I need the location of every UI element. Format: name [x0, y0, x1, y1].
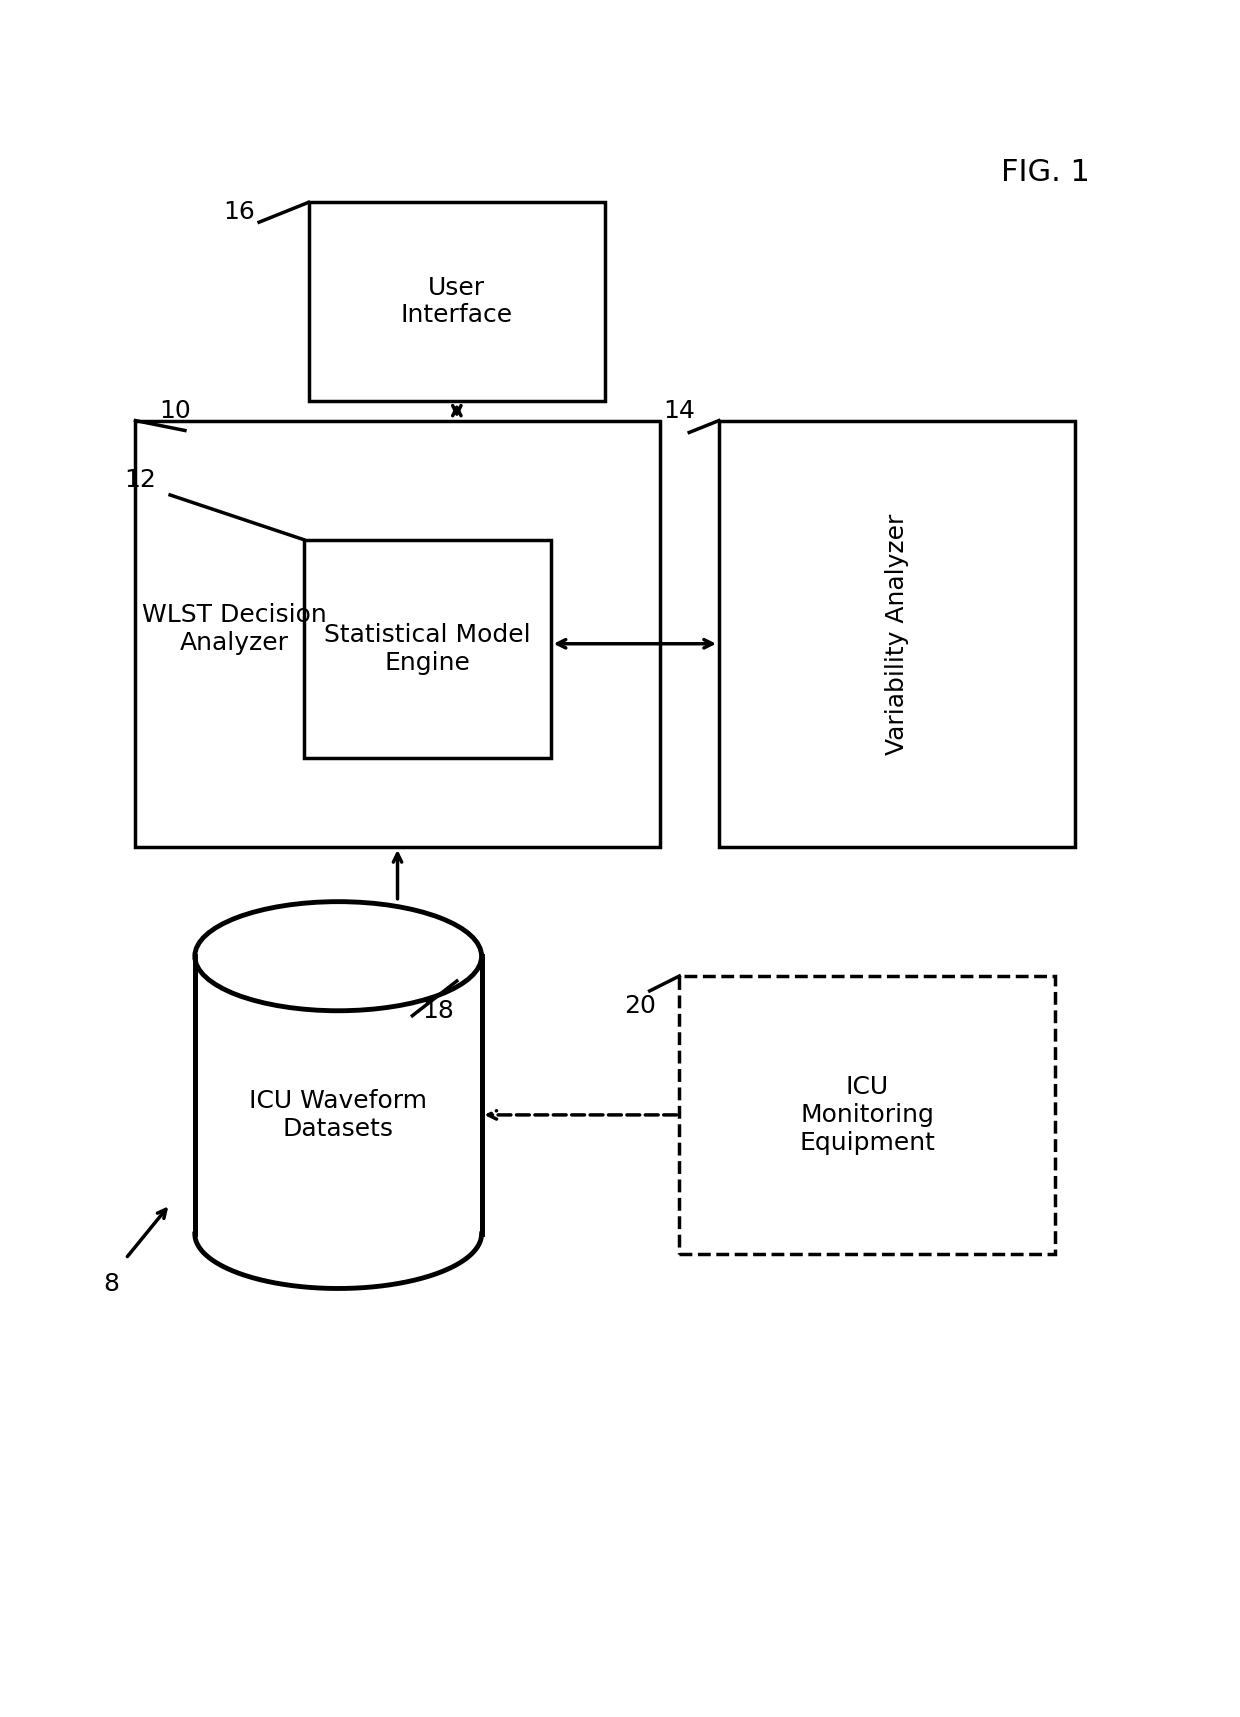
Ellipse shape	[195, 901, 481, 1011]
Text: WLST Decision
Analyzer: WLST Decision Analyzer	[143, 603, 327, 654]
Text: User
Interface: User Interface	[401, 276, 513, 328]
Bar	[680, 975, 1055, 1253]
Text: 20: 20	[624, 994, 656, 1018]
Bar	[719, 421, 1075, 846]
Text: FIG. 1: FIG. 1	[1001, 158, 1090, 187]
Text: 16: 16	[223, 201, 255, 225]
Bar	[195, 956, 481, 1235]
Text: 10: 10	[159, 398, 191, 422]
Text: ICU Waveform
Datasets: ICU Waveform Datasets	[249, 1089, 428, 1140]
Text: 12: 12	[124, 469, 156, 493]
Text: 18: 18	[423, 999, 454, 1023]
Bar	[304, 539, 551, 757]
Text: ICU
Monitoring
Equipment: ICU Monitoring Equipment	[800, 1075, 935, 1156]
Bar	[309, 203, 605, 400]
Text: 8: 8	[103, 1272, 119, 1296]
Bar	[135, 421, 660, 846]
Text: 14: 14	[663, 398, 696, 422]
Text: Statistical Model
Engine: Statistical Model Engine	[324, 623, 531, 675]
Text: Variability Analyzer: Variability Analyzer	[885, 513, 909, 754]
